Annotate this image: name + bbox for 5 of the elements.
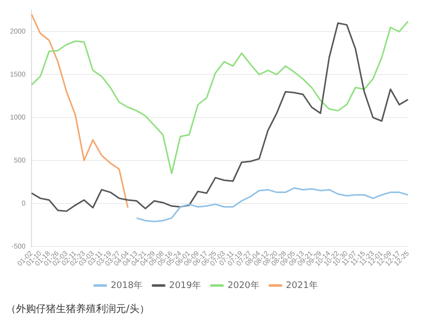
legend-label: 2019年 xyxy=(169,280,201,291)
text: （外购仔猪生猪养殖利润元/头） xyxy=(6,302,150,316)
legend-label: 2020年 xyxy=(228,280,260,291)
legend-label: 2021年 xyxy=(286,280,318,291)
legend-label: 2018年 xyxy=(110,280,143,291)
